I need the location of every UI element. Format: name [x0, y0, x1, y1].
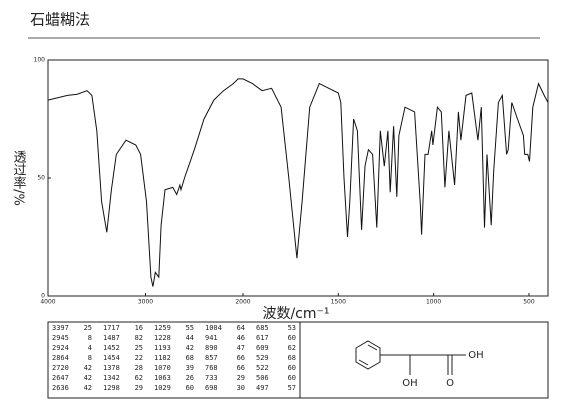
table-cell: 1029	[154, 384, 171, 392]
table-cell: 609	[256, 344, 269, 352]
table-cell: 4	[88, 344, 92, 352]
table-cell: 1182	[154, 354, 171, 362]
x-tick-label: 1500	[331, 299, 346, 306]
x-tick-label: 3000	[138, 299, 153, 306]
table-cell: 68	[186, 354, 194, 362]
table-cell: 8	[88, 334, 92, 342]
table-cell: 82	[135, 334, 143, 342]
atom-label: OH	[402, 378, 417, 389]
table-cell: 1298	[103, 384, 120, 392]
table-cell: 1193	[154, 344, 171, 352]
table-cell: 733	[205, 374, 218, 382]
structure	[355, 340, 466, 375]
table-cell: 62	[288, 344, 296, 352]
bond	[367, 344, 378, 351]
spectrum-line	[47, 78, 549, 287]
atom-label: O	[446, 378, 454, 389]
table-cell: 60	[288, 374, 296, 382]
table-cell: 685	[256, 324, 269, 332]
table-cell: 8	[88, 354, 92, 362]
table-cell: 522	[256, 364, 269, 372]
table-cell: 1452	[103, 344, 120, 352]
table-cell: 3397	[52, 324, 69, 332]
table-cell: 1454	[103, 354, 120, 362]
y-tick-label: 100	[34, 57, 46, 64]
table-cell: 55	[186, 324, 194, 332]
table-cell: 698	[205, 384, 218, 392]
table-cell: 42	[84, 374, 92, 382]
table-cell: 57	[288, 384, 296, 392]
x-tick-label: 2000	[235, 299, 250, 306]
table-cell: 29	[135, 384, 143, 392]
table-cell: 46	[237, 334, 245, 342]
table-cell: 1487	[103, 334, 120, 342]
table-cell: 42	[186, 344, 194, 352]
x-tick-label: 500	[523, 299, 535, 306]
table-cell: 2647	[52, 374, 69, 382]
table-cell: 1259	[154, 324, 171, 332]
table-cell: 2924	[52, 344, 69, 352]
chart-title: 石蜡糊法	[30, 11, 90, 29]
table-cell: 2636	[52, 384, 69, 392]
table-cell: 617	[256, 334, 269, 342]
table-cell: 529	[256, 354, 269, 362]
y-axis-label: 透过率/%	[11, 150, 27, 206]
y-tick-label: 50	[37, 175, 45, 182]
table-cell: 60	[288, 364, 296, 372]
table-cell: 506	[256, 374, 269, 382]
table-cell: 25	[135, 344, 143, 352]
table-cell: 53	[288, 324, 296, 332]
table-cell: 60	[288, 334, 296, 342]
table-cell: 2720	[52, 364, 69, 372]
x-axis-label: 波数/cm⁻¹	[262, 306, 329, 322]
table-cell: 22	[135, 354, 143, 362]
table-cell: 890	[205, 344, 218, 352]
table-cell: 47	[237, 344, 245, 352]
atom-label: OH	[468, 350, 483, 361]
y-tick-label: 0	[41, 293, 45, 300]
table-cell: 941	[205, 334, 218, 342]
table-cell: 42	[84, 364, 92, 372]
plot-frame	[47, 59, 549, 297]
benzene-ring	[355, 340, 381, 370]
table-cell: 62	[135, 374, 143, 382]
table-cell: 1717	[103, 324, 120, 332]
table-cell: 1070	[154, 364, 171, 372]
table-cell: 39	[186, 364, 194, 372]
table-cell: 2864	[52, 354, 69, 362]
table-cell: 42	[84, 384, 92, 392]
table-frame	[47, 321, 549, 399]
table-cell: 44	[186, 334, 194, 342]
bond	[358, 359, 369, 366]
table-cell: 1342	[103, 374, 120, 382]
table-cell: 1228	[154, 334, 171, 342]
table-cell: 68	[288, 354, 296, 362]
table-cell: 497	[256, 384, 269, 392]
table-cell: 857	[205, 354, 218, 362]
table-cell: 768	[205, 364, 218, 372]
table-cell: 1378	[103, 364, 120, 372]
table-cell: 66	[237, 354, 245, 362]
table-cell: 1004	[205, 324, 222, 332]
table-cell: 28	[135, 364, 143, 372]
table-cell: 30	[237, 384, 245, 392]
table-cell: 66	[237, 364, 245, 372]
table-cell: 60	[186, 384, 194, 392]
x-tick-label: 1000	[426, 299, 441, 306]
table-cell: 64	[237, 324, 245, 332]
table-cell: 25	[84, 324, 92, 332]
table-cell: 16	[135, 324, 143, 332]
x-tick-label: 4000	[40, 299, 55, 306]
table-cell: 1063	[154, 374, 171, 382]
table-cell: 2945	[52, 334, 69, 342]
table-cell: 29	[237, 374, 245, 382]
table-cell: 26	[186, 374, 194, 382]
